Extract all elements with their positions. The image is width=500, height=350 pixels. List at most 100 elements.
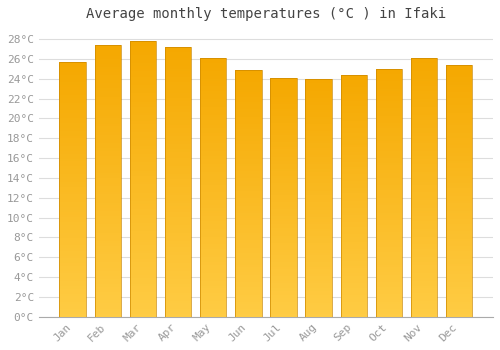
Bar: [130, 314, 156, 317]
Bar: [235, 238, 262, 240]
Bar: [411, 74, 438, 76]
Bar: [376, 235, 402, 237]
Bar: [376, 69, 402, 317]
Bar: [376, 146, 402, 148]
Bar: [235, 169, 262, 171]
Bar: [165, 47, 191, 50]
Bar: [340, 97, 367, 99]
Bar: [200, 237, 226, 239]
Bar: [411, 244, 438, 247]
Bar: [270, 224, 296, 226]
Bar: [235, 309, 262, 312]
Bar: [130, 82, 156, 85]
Bar: [340, 256, 367, 259]
Bar: [235, 156, 262, 159]
Bar: [306, 276, 332, 279]
Bar: [270, 156, 296, 159]
Bar: [376, 104, 402, 106]
Bar: [200, 211, 226, 213]
Bar: [60, 90, 86, 92]
Bar: [306, 162, 332, 164]
Bar: [376, 200, 402, 203]
Bar: [376, 314, 402, 317]
Bar: [165, 268, 191, 271]
Bar: [60, 217, 86, 220]
Bar: [94, 80, 121, 83]
Bar: [60, 314, 86, 317]
Bar: [165, 314, 191, 317]
Bar: [165, 163, 191, 166]
Bar: [235, 225, 262, 228]
Bar: [200, 250, 226, 252]
Bar: [270, 199, 296, 202]
Bar: [306, 210, 332, 212]
Bar: [446, 92, 472, 95]
Bar: [60, 245, 86, 248]
Bar: [306, 148, 332, 150]
Bar: [340, 189, 367, 191]
Bar: [446, 181, 472, 183]
Bar: [94, 148, 121, 151]
Bar: [411, 257, 438, 260]
Bar: [411, 278, 438, 281]
Bar: [235, 102, 262, 104]
Bar: [376, 106, 402, 108]
Bar: [130, 47, 156, 49]
Bar: [60, 212, 86, 215]
Bar: [376, 277, 402, 280]
Bar: [446, 299, 472, 302]
Bar: [446, 153, 472, 155]
Bar: [376, 76, 402, 79]
Bar: [340, 75, 367, 317]
Bar: [411, 265, 438, 268]
Bar: [376, 205, 402, 208]
Bar: [411, 122, 438, 125]
Bar: [446, 133, 472, 135]
Bar: [306, 179, 332, 181]
Bar: [376, 300, 402, 302]
Bar: [340, 293, 367, 295]
Bar: [270, 252, 296, 255]
Bar: [411, 286, 438, 288]
Bar: [200, 307, 226, 309]
Bar: [165, 141, 191, 144]
Bar: [270, 121, 296, 123]
Bar: [411, 190, 438, 192]
Bar: [376, 168, 402, 170]
Bar: [130, 91, 156, 93]
Bar: [235, 258, 262, 260]
Bar: [130, 242, 156, 245]
Bar: [200, 198, 226, 200]
Bar: [130, 121, 156, 124]
Bar: [200, 205, 226, 208]
Bar: [94, 265, 121, 268]
Bar: [340, 247, 367, 249]
Bar: [306, 203, 332, 205]
Bar: [270, 267, 296, 269]
Bar: [130, 173, 156, 176]
Bar: [376, 237, 402, 240]
Bar: [130, 311, 156, 314]
Bar: [235, 196, 262, 198]
Bar: [130, 281, 156, 284]
Bar: [165, 276, 191, 279]
Bar: [270, 166, 296, 169]
Bar: [306, 141, 332, 143]
Bar: [200, 231, 226, 234]
Bar: [200, 257, 226, 260]
Bar: [376, 250, 402, 252]
Bar: [306, 155, 332, 157]
Bar: [60, 289, 86, 291]
Bar: [60, 131, 86, 133]
Bar: [340, 278, 367, 280]
Bar: [235, 154, 262, 156]
Bar: [94, 50, 121, 53]
Bar: [94, 64, 121, 67]
Bar: [165, 306, 191, 309]
Bar: [200, 94, 226, 97]
Bar: [60, 228, 86, 230]
Bar: [446, 110, 472, 113]
Bar: [60, 176, 86, 179]
Bar: [200, 208, 226, 211]
Bar: [130, 190, 156, 193]
